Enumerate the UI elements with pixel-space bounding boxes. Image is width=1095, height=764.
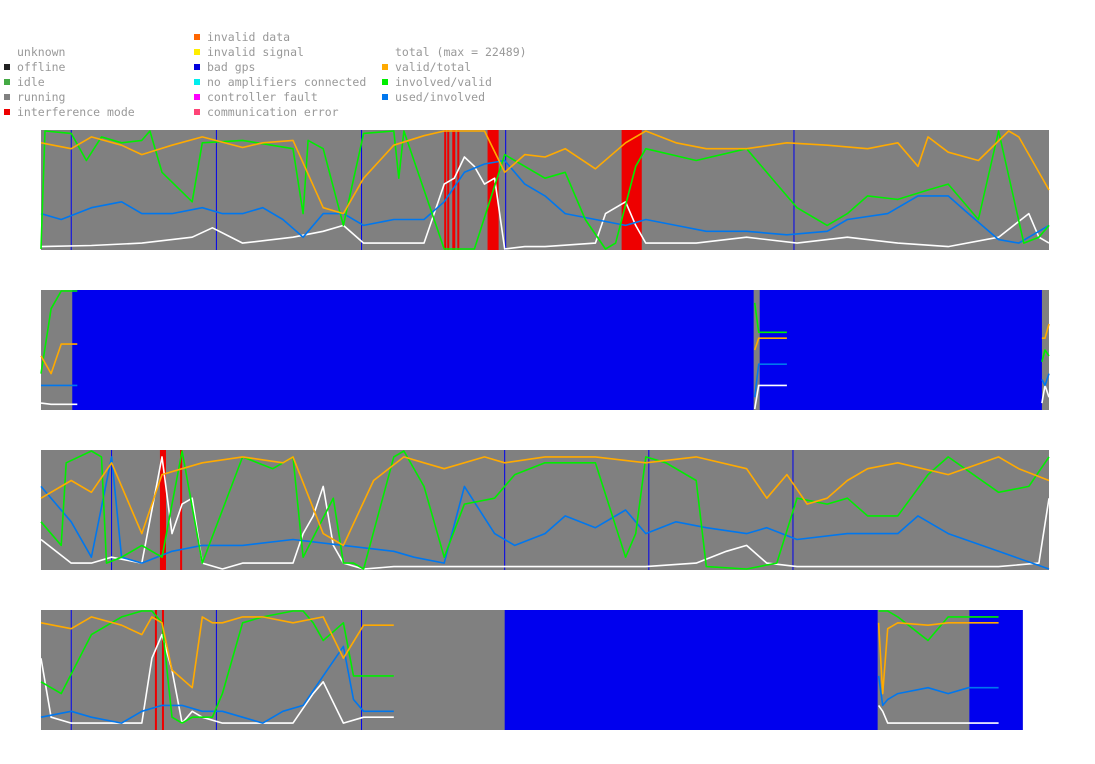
legend-label: idle	[17, 75, 45, 89]
legend-label: offline	[17, 60, 66, 74]
legend-item-no-amplifiers: no amplifiers connected	[194, 75, 434, 90]
series-line-used-involved	[40, 159, 1050, 244]
series-line-valid-total	[40, 456, 1050, 547]
legend-item-unknown: unknown	[4, 45, 244, 60]
legend-swatch	[194, 64, 200, 70]
series-line-used-involved	[1041, 373, 1050, 387]
series-line-valid-total	[40, 343, 78, 375]
legend-label: interference mode	[17, 105, 135, 119]
legend-swatch	[194, 109, 200, 115]
status-segment-bad-gps	[72, 290, 754, 410]
legend-label: invalid signal	[207, 45, 304, 59]
series-line-total	[753, 384, 787, 410]
legend-swatch	[4, 94, 10, 100]
series-line-total	[40, 633, 394, 724]
series-line-total	[40, 156, 1050, 250]
status-segment-running	[41, 450, 1049, 570]
legend-item-idle: idle	[4, 75, 244, 90]
status-segment-interference	[457, 130, 460, 250]
legend-label: communication error	[207, 105, 339, 119]
series-line-valid-total	[877, 621, 999, 695]
legend-item-running: running	[4, 90, 244, 105]
status-segment-interference	[154, 610, 157, 730]
legend-label: controller fault	[207, 90, 318, 104]
legend-label: total (max = 22489)	[395, 45, 527, 59]
legend-item-controller-fault: controller fault	[194, 90, 434, 105]
status-chart-2	[40, 290, 1050, 410]
status-chart-1	[40, 130, 1050, 250]
status-chart-3	[40, 450, 1050, 570]
series-line-involved-valid	[40, 610, 394, 724]
series-line-valid-total	[753, 337, 787, 351]
legend-counts: total (max = 22489) valid/total involved…	[382, 45, 622, 105]
legend-item-used-involved: used/involved	[382, 90, 622, 105]
series-line-valid-total	[40, 616, 394, 689]
legend-item-total: total (max = 22489)	[382, 45, 622, 60]
status-chart-4	[40, 610, 1023, 730]
legend-label: valid/total	[395, 60, 472, 74]
series-line-used-involved	[753, 363, 787, 398]
series-line-involved-valid	[40, 290, 78, 374]
legend-item-invalid-data: invalid data	[194, 30, 434, 45]
legend-swatch	[4, 79, 10, 85]
status-segment-bad-gps	[969, 610, 1023, 730]
series-line-involved-valid	[753, 302, 787, 334]
legend-swatch	[382, 64, 388, 70]
status-segment-interference	[159, 450, 166, 570]
legend-swatch	[194, 79, 200, 85]
legend-swatch	[4, 64, 10, 70]
status-segment-running	[41, 130, 1049, 250]
series-line-involved-valid	[40, 450, 1050, 570]
legend-item-invalid-signal: invalid signal	[194, 45, 434, 60]
status-segment-bad-gps	[759, 290, 1042, 410]
status-segment-interference	[180, 450, 183, 570]
legend-label: unknown	[17, 45, 66, 59]
legend-label: invalid data	[207, 30, 291, 44]
legend-item-communication-error: communication error	[194, 105, 434, 120]
legend-swatch	[194, 94, 200, 100]
legend-label: no amplifiers connected	[207, 75, 367, 89]
series-line-total	[877, 704, 999, 724]
series-line-valid-total	[40, 130, 1050, 215]
status-segment-interference	[161, 610, 164, 730]
series-line-involved-valid	[40, 130, 1050, 250]
legend-swatch	[194, 34, 200, 40]
status-segment-bad-gps	[504, 610, 878, 730]
legend-item-bad-gps: bad gps	[194, 60, 434, 75]
legend-item-involved-valid: involved/valid	[382, 75, 622, 90]
legend-label: used/involved	[395, 90, 486, 104]
legend-swatch	[194, 49, 200, 55]
legend-status: unknown offline idle running interferenc…	[4, 45, 244, 120]
series-line-used-involved	[877, 675, 999, 707]
series-line-total	[40, 456, 1050, 570]
series-line-used-involved	[40, 456, 1050, 570]
legend-errors: invalid data invalid signal bad gps no a…	[194, 30, 434, 120]
series-line-involved-valid	[878, 610, 999, 642]
status-segment-interference	[447, 130, 450, 250]
legend-swatch	[382, 94, 388, 100]
legend-item-offline: offline	[4, 60, 244, 75]
legend-label: bad gps	[207, 60, 256, 74]
legend-item-valid-total: valid/total	[382, 60, 622, 75]
series-line-valid-total	[1041, 323, 1050, 340]
legend-item-interference-mode: interference mode	[4, 105, 244, 120]
status-segment-interference	[452, 130, 456, 250]
status-segment-interference	[444, 130, 447, 250]
series-line-involved-valid	[1041, 349, 1050, 363]
series-line-total	[40, 402, 78, 406]
legend-swatch	[4, 109, 10, 115]
status-segment-interference	[621, 130, 642, 250]
legend-label: running	[17, 90, 66, 104]
legend-swatch	[382, 79, 388, 85]
legend-label: involved/valid	[395, 75, 492, 89]
